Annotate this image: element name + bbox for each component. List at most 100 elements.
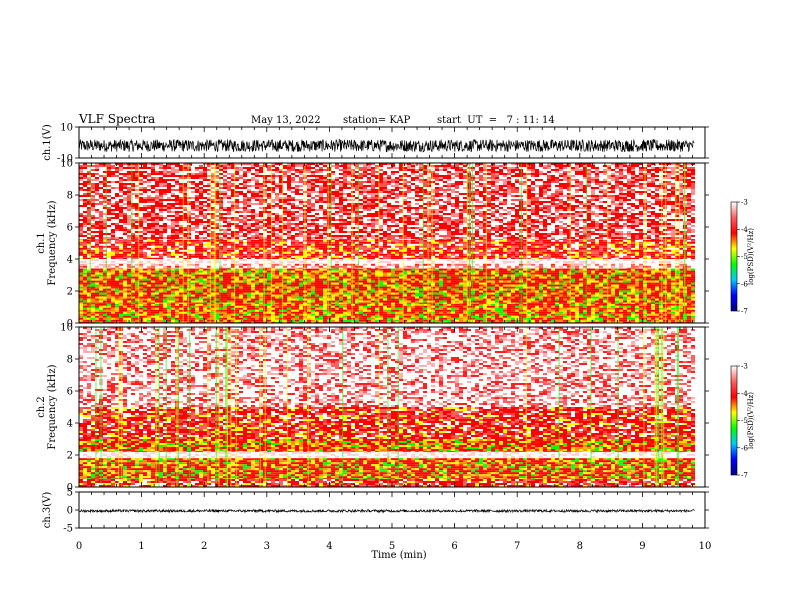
spectrogram-cell xyxy=(379,305,383,308)
spectrogram-cell xyxy=(551,296,555,299)
spectrogram-cell xyxy=(583,288,587,291)
spectrogram-cell xyxy=(431,317,435,320)
spectrogram-cell xyxy=(227,294,231,297)
spectrogram-cell xyxy=(591,290,595,293)
spectrogram-cell xyxy=(99,307,103,310)
spectrogram-cell xyxy=(551,284,555,287)
spectrogram-cell xyxy=(275,239,279,242)
spectrogram-cell xyxy=(283,286,287,289)
spectrogram-cell xyxy=(211,282,215,285)
spectrogram-cell xyxy=(531,298,535,301)
spectrogram-cell xyxy=(103,307,107,310)
spectrogram-cell xyxy=(235,311,239,314)
spectrogram-cell xyxy=(483,278,487,281)
spectrogram-cell xyxy=(679,321,683,323)
spectrogram-cell xyxy=(151,311,155,314)
spectrogram-cell xyxy=(603,278,607,281)
spectrogram-cell xyxy=(383,274,387,277)
spectrogram-cell xyxy=(491,303,495,306)
spectrogram-cell xyxy=(615,268,619,271)
spectrogram-cell xyxy=(483,319,487,322)
spectrogram-cell xyxy=(527,286,531,289)
spectrogram-cell xyxy=(515,268,519,271)
spectrogram-cell xyxy=(439,267,443,269)
spectrogram-cell xyxy=(451,307,455,310)
spectrogram-cell xyxy=(531,305,535,308)
spectrogram-cell xyxy=(95,303,99,306)
spectrogram-cell xyxy=(255,294,259,297)
spectrogram-cell xyxy=(523,313,527,316)
spectrogram-cell xyxy=(375,313,379,316)
spectrogram-cell xyxy=(559,288,563,291)
spectrogram-cell xyxy=(399,315,403,318)
spectrogram-cell xyxy=(91,239,95,242)
spectrogram-cell xyxy=(427,278,431,281)
spectrogram-cell xyxy=(487,302,491,304)
spectrogram-cell xyxy=(475,303,479,306)
spectrogram-cell xyxy=(679,307,683,310)
spectrogram-cell xyxy=(635,319,639,322)
spectrogram-cell xyxy=(359,278,363,281)
spectrogram-cell xyxy=(555,292,559,295)
spectrogram-cell xyxy=(535,319,539,322)
spectrogram-cell xyxy=(623,303,627,306)
spectrogram-cell xyxy=(419,280,423,283)
spectrogram-cell xyxy=(575,286,579,289)
spectrogram-cell xyxy=(107,239,111,242)
spectrogram-cell xyxy=(163,300,167,303)
spectrogram-cell xyxy=(259,300,263,303)
spectrogram-cell xyxy=(199,309,203,312)
spectrogram-cell xyxy=(459,298,463,301)
spectrogram-cell xyxy=(287,278,291,281)
spectrogram-cell xyxy=(307,278,311,281)
spectrogram-cell xyxy=(455,302,459,304)
spectrogram-cell xyxy=(495,321,499,323)
spectrogram-cell xyxy=(323,294,327,297)
spectrogram-cell xyxy=(571,261,575,263)
spectrogram-cell xyxy=(339,313,343,316)
spectrogram-cell xyxy=(255,280,259,283)
spectrogram-cell xyxy=(263,298,267,301)
spectrogram-cell xyxy=(371,263,375,266)
spectrogram-cell xyxy=(99,321,103,323)
spectrogram-cell xyxy=(215,272,219,275)
spectrogram-cell xyxy=(199,290,203,293)
spectrogram-cell xyxy=(407,302,411,304)
spectrogram-cell xyxy=(403,272,407,275)
spectrogram-cell xyxy=(259,278,263,281)
spectrogram-cell xyxy=(315,302,319,304)
spectrogram-cell xyxy=(83,313,87,316)
spectrogram-cell xyxy=(379,319,383,322)
spectrogram-cell xyxy=(535,294,539,297)
spectrogram-cell xyxy=(515,267,519,269)
spectrogram-cell xyxy=(367,292,371,295)
spectrogram-cell xyxy=(575,303,579,306)
spectrogram-cell xyxy=(619,272,623,275)
spectrogram-cell xyxy=(191,315,195,318)
spectrogram-cell xyxy=(323,317,327,320)
spectrogram-cell xyxy=(119,280,123,283)
spectrogram-cell xyxy=(575,263,579,264)
spectrogram-cell xyxy=(575,272,579,275)
spectrogram-cell xyxy=(615,305,619,308)
spectrogram-cell xyxy=(351,265,355,268)
spectrogram-cell xyxy=(239,296,243,299)
spectrogram-cell xyxy=(379,270,383,273)
spectrogram-cell xyxy=(443,315,447,318)
spectrogram-cell xyxy=(555,317,559,320)
spectrogram-cell xyxy=(107,311,111,314)
spectrogram-cell xyxy=(451,296,455,299)
spectrogram-cell xyxy=(435,294,439,297)
spectrogram-cell xyxy=(179,284,183,287)
spectrogram-cell xyxy=(555,276,559,279)
spectrogram-cell xyxy=(655,319,659,322)
spectrogram-cell xyxy=(491,278,495,281)
spectrogram-cell xyxy=(399,296,403,299)
spectrogram-cell xyxy=(687,280,691,283)
spectrogram-cell xyxy=(139,263,143,266)
spectrogram-cell xyxy=(619,321,623,323)
spectrogram-cell xyxy=(647,270,651,273)
spectrogram-cell xyxy=(495,300,499,303)
spectrogram-cell xyxy=(487,305,491,308)
spectrogram-cell xyxy=(419,321,423,323)
